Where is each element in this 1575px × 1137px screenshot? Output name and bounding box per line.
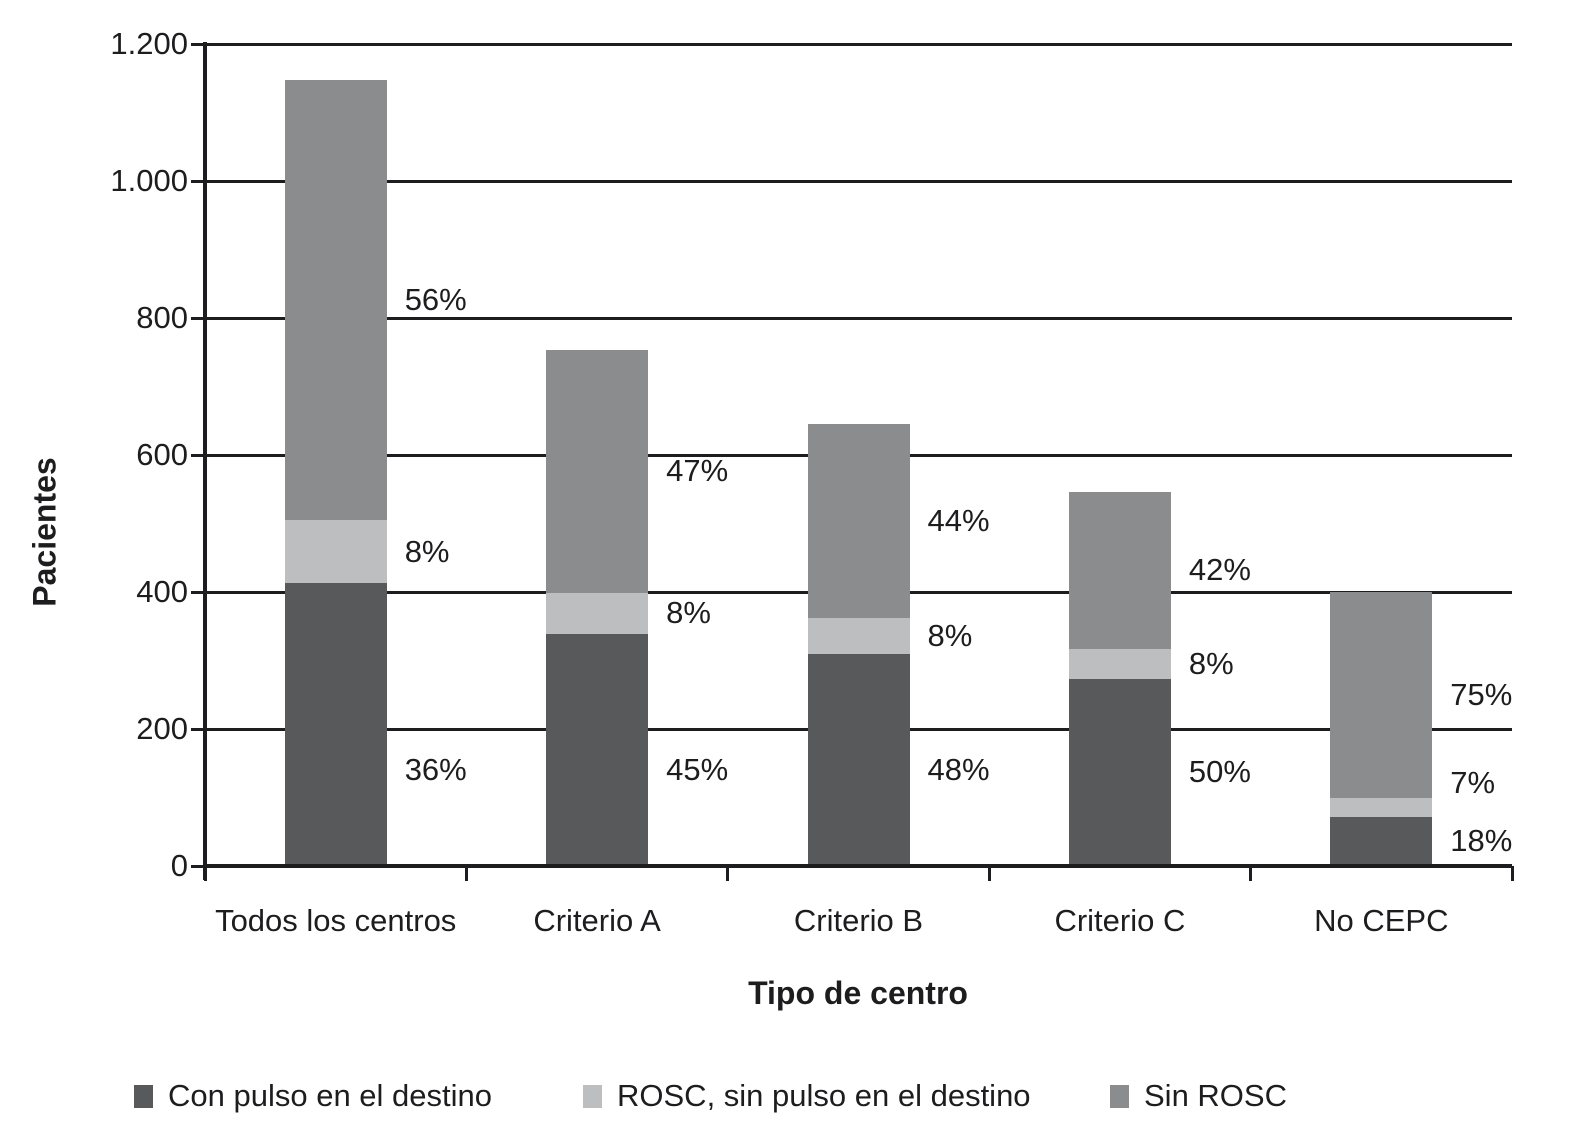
y-axis-tick	[191, 590, 205, 594]
x-axis-tick	[1249, 866, 1253, 881]
percent-label: 75%	[1450, 676, 1513, 712]
category-label: Criterio A	[533, 903, 661, 938]
y-axis-tick	[191, 42, 205, 46]
x-axis-tick	[987, 866, 991, 881]
bar-segment-sin-rosc	[546, 350, 649, 593]
x-axis-tick	[1510, 866, 1514, 881]
gridline	[205, 316, 1512, 320]
legend-item: Con pulso en el destino	[134, 1078, 492, 1114]
bar-segment-rosc	[807, 618, 910, 654]
y-tick-label: 400	[136, 574, 188, 609]
percent-label: 56%	[404, 281, 467, 317]
y-axis-tick	[191, 179, 205, 183]
percent-label: 8%	[404, 533, 450, 569]
y-tick-label: 1.200	[110, 26, 188, 61]
percent-label: 8%	[927, 617, 973, 653]
y-axis-tick	[191, 453, 205, 457]
legend-swatch-sin-rosc-icon	[1110, 1084, 1129, 1108]
bar-segment-con-pulso	[1330, 816, 1433, 866]
percent-label: 48%	[927, 752, 990, 787]
bar-segment-rosc	[1330, 797, 1433, 817]
y-tick-label: 0	[170, 848, 188, 883]
y-tick-label: 600	[136, 437, 188, 472]
bar-segment-sin-rosc	[807, 424, 910, 619]
y-tick-label: 200	[136, 711, 188, 746]
y-axis-title: Pacientes	[26, 457, 63, 607]
legend-item: Sin ROSC	[1110, 1078, 1287, 1114]
legend-item: ROSC, sin pulso en el destino	[583, 1078, 1031, 1114]
x-axis-tick	[726, 866, 730, 881]
y-axis-tick	[191, 864, 205, 868]
bar-segment-sin-rosc	[1330, 592, 1433, 798]
percent-label: 8%	[1188, 645, 1234, 681]
percent-label: 8%	[666, 595, 711, 631]
y-axis-tick	[191, 316, 205, 320]
category-label: No CEPC	[1314, 903, 1449, 938]
x-axis-line	[203, 864, 1512, 868]
bar-segment-sin-rosc	[284, 79, 387, 521]
percent-label: 18%	[1450, 823, 1513, 859]
y-tick-label: 1.000	[110, 163, 188, 198]
legend-label: Sin ROSC	[1144, 1078, 1287, 1113]
bar-segment-rosc	[284, 520, 387, 584]
bar-segment-rosc	[546, 592, 649, 634]
bar-segment-con-pulso	[284, 583, 387, 866]
bar-segment-sin-rosc	[1068, 491, 1171, 649]
y-axis-line	[203, 42, 207, 880]
percent-label: 50%	[1188, 754, 1251, 790]
percent-label: 42%	[1188, 552, 1251, 588]
bar-segment-con-pulso	[1068, 678, 1171, 866]
category-label: Criterio B	[793, 903, 924, 938]
percent-label: 45%	[666, 752, 729, 787]
legend-label: Con pulso en el destino	[168, 1078, 493, 1113]
category-label: Todos los centros	[215, 903, 457, 938]
legend-label: ROSC, sin pulso en el destino	[617, 1078, 1031, 1113]
category-label: Criterio C	[1054, 903, 1186, 938]
bar-segment-rosc	[1068, 648, 1171, 679]
bar-segment-con-pulso	[546, 633, 649, 866]
y-tick-label: 800	[136, 300, 188, 335]
y-axis-tick	[191, 727, 205, 731]
x-axis-tick	[464, 866, 468, 881]
legend-swatch-rosc-icon	[583, 1084, 602, 1108]
gridline	[205, 42, 1512, 46]
percent-label: 44%	[927, 503, 990, 539]
gridline	[205, 179, 1512, 183]
percent-label: 47%	[666, 453, 729, 489]
percent-label: 7%	[1450, 765, 1496, 801]
percent-label: 36%	[404, 752, 467, 787]
legend-swatch-con-pulso-icon	[134, 1084, 153, 1108]
x-axis-title: Tipo de centro	[748, 975, 968, 1011]
bar-segment-con-pulso	[807, 653, 910, 866]
